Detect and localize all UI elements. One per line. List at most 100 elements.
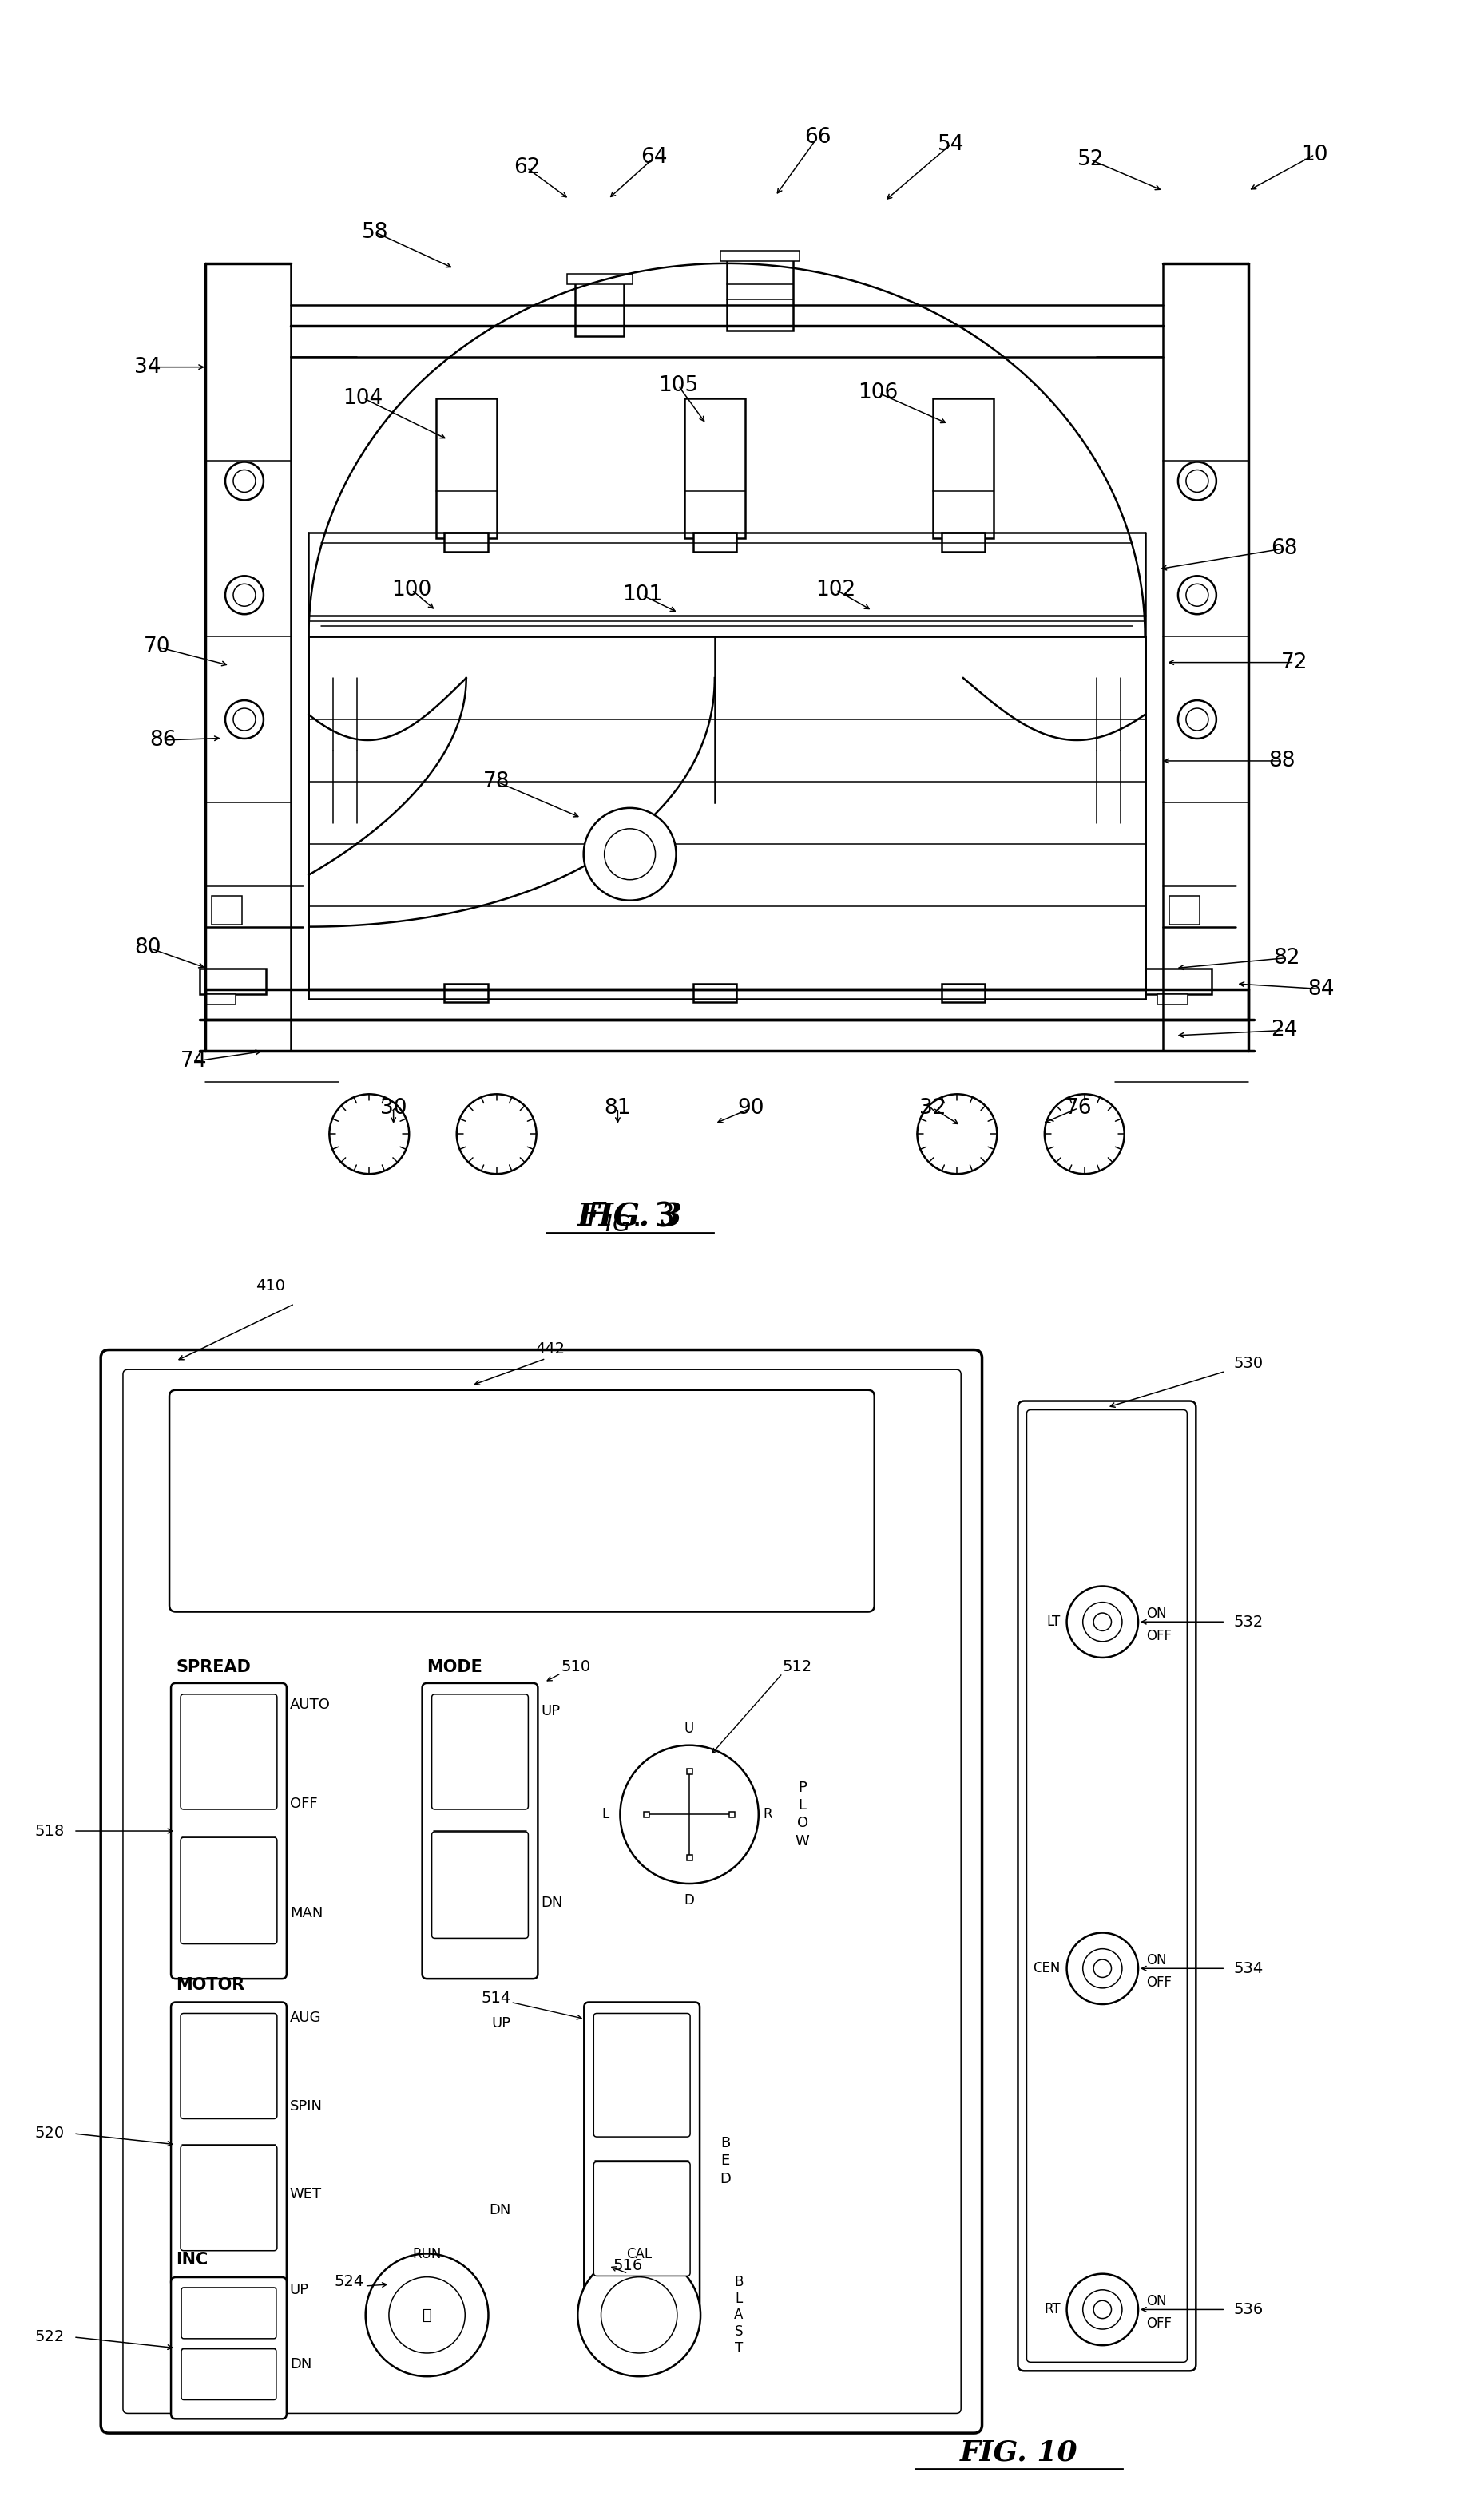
Circle shape <box>1083 1603 1122 1641</box>
Circle shape <box>1083 2291 1122 2328</box>
Text: L: L <box>601 1807 608 1822</box>
FancyBboxPatch shape <box>585 2003 700 2321</box>
FancyBboxPatch shape <box>123 1368 961 2414</box>
Bar <box>721 252 799 262</box>
Text: RUN: RUN <box>413 2248 441 2260</box>
Text: OFF: OFF <box>1146 1976 1172 1991</box>
Text: UP: UP <box>290 2283 309 2296</box>
Text: 410: 410 <box>256 1278 286 1293</box>
Text: AUTO: AUTO <box>290 1696 330 1711</box>
Text: RT: RT <box>1043 2303 1060 2316</box>
Bar <box>444 532 488 552</box>
Circle shape <box>1178 701 1217 738</box>
Text: UP: UP <box>542 1704 561 1719</box>
Text: 516: 516 <box>613 2258 642 2273</box>
FancyBboxPatch shape <box>1018 1401 1196 2371</box>
Bar <box>1146 968 1212 993</box>
Text: 52: 52 <box>1077 149 1104 171</box>
Circle shape <box>1094 1613 1111 1630</box>
Text: 105: 105 <box>659 375 699 396</box>
Text: LT: LT <box>1046 1615 1060 1628</box>
Bar <box>684 398 744 539</box>
FancyBboxPatch shape <box>422 1683 537 1978</box>
Text: FIG. 3: FIG. 3 <box>577 1202 682 1232</box>
FancyBboxPatch shape <box>101 1351 983 2432</box>
Text: R: R <box>764 1807 773 1822</box>
Text: 72: 72 <box>1280 653 1307 673</box>
FancyBboxPatch shape <box>432 1832 528 1938</box>
Text: DN: DN <box>290 2356 312 2371</box>
Bar <box>730 1812 736 1817</box>
Text: 90: 90 <box>737 1099 765 1119</box>
Text: 74: 74 <box>181 1051 207 1071</box>
Text: 54: 54 <box>938 134 965 154</box>
FancyBboxPatch shape <box>181 1837 277 1943</box>
FancyBboxPatch shape <box>172 2003 287 2286</box>
Bar <box>941 983 986 1003</box>
Text: OFF: OFF <box>1146 1628 1172 1643</box>
Bar <box>206 993 235 1005</box>
Bar <box>1157 993 1187 1005</box>
Text: CAL: CAL <box>626 2248 653 2260</box>
Bar <box>687 1769 693 1774</box>
FancyBboxPatch shape <box>172 1683 287 1978</box>
Circle shape <box>225 461 263 499</box>
Bar <box>437 398 496 539</box>
FancyBboxPatch shape <box>593 2162 690 2276</box>
Text: 76: 76 <box>1066 1099 1092 1119</box>
Text: ON: ON <box>1146 2293 1166 2308</box>
Text: 534: 534 <box>1233 1961 1262 1976</box>
Bar <box>941 532 986 552</box>
Bar <box>576 280 623 335</box>
Text: 32: 32 <box>919 1099 946 1119</box>
Text: INC: INC <box>176 2253 207 2268</box>
Text: 106: 106 <box>858 383 898 403</box>
FancyBboxPatch shape <box>182 2349 277 2399</box>
Text: CEN: CEN <box>1033 1961 1060 1976</box>
Circle shape <box>234 469 256 491</box>
Text: 530: 530 <box>1233 1356 1262 1371</box>
Text: 522: 522 <box>34 2328 65 2344</box>
Bar <box>644 1812 650 1817</box>
Circle shape <box>457 1094 536 1174</box>
Bar <box>567 275 632 285</box>
Text: 82: 82 <box>1273 948 1301 968</box>
Circle shape <box>1083 1948 1122 1988</box>
Text: B
L
A
S
T: B L A S T <box>734 2276 743 2356</box>
Bar <box>693 983 737 1003</box>
Text: 78: 78 <box>482 771 511 791</box>
Circle shape <box>577 2253 700 2376</box>
FancyBboxPatch shape <box>172 2278 287 2419</box>
Text: MOTOR: MOTOR <box>176 1978 244 1993</box>
Circle shape <box>366 2253 488 2376</box>
Circle shape <box>234 585 256 607</box>
Text: MODE: MODE <box>426 1658 482 1676</box>
Circle shape <box>583 809 676 900</box>
Circle shape <box>225 701 263 738</box>
Text: D: D <box>684 1893 694 1908</box>
Circle shape <box>604 829 656 879</box>
Text: 514: 514 <box>481 1991 511 2006</box>
Text: ON: ON <box>1146 1608 1166 1620</box>
Text: 512: 512 <box>783 1658 813 1676</box>
Circle shape <box>1178 577 1217 615</box>
Circle shape <box>601 2278 678 2354</box>
Circle shape <box>1185 585 1208 607</box>
Text: 532: 532 <box>1233 1615 1262 1630</box>
FancyBboxPatch shape <box>181 1693 277 1809</box>
Text: 62: 62 <box>514 159 540 179</box>
Text: 100: 100 <box>392 580 432 600</box>
Text: 70: 70 <box>144 638 170 658</box>
Bar <box>200 968 266 993</box>
Circle shape <box>1067 1933 1138 2003</box>
Circle shape <box>1094 1961 1111 1978</box>
FancyBboxPatch shape <box>181 2013 277 2119</box>
Circle shape <box>1094 2301 1111 2318</box>
Bar <box>727 257 793 330</box>
Text: 81: 81 <box>604 1099 630 1119</box>
Circle shape <box>1185 469 1208 491</box>
Text: 101: 101 <box>622 585 662 605</box>
FancyBboxPatch shape <box>593 2013 690 2137</box>
Text: OFF: OFF <box>290 1797 318 1809</box>
Text: 🌡: 🌡 <box>422 2308 432 2323</box>
